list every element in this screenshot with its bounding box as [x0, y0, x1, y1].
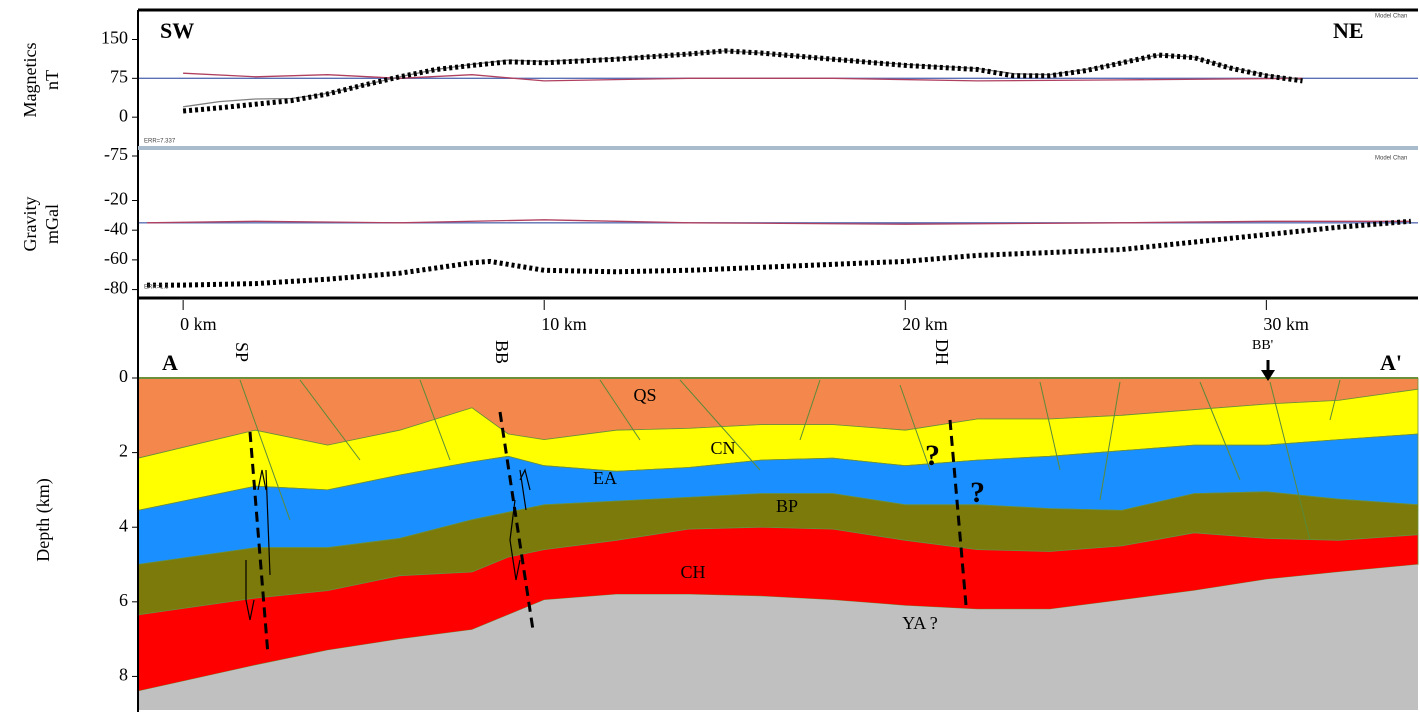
y-tick-label: 75: [110, 66, 128, 86]
y-tick-label: 8: [119, 665, 128, 685]
layer-label: CH: [680, 562, 705, 582]
layer-label: QS: [633, 385, 656, 405]
error-label: ERR=7.337: [144, 139, 176, 145]
y-tick-label: 0: [119, 366, 128, 386]
note: Model Chan: [1375, 14, 1407, 20]
well-label: DH: [932, 339, 952, 365]
x-tick-label: 0 km: [180, 314, 217, 334]
y-axis-label: Magnetics: [20, 43, 40, 118]
layer-label: EA: [593, 468, 617, 488]
y-tick-label: 2: [119, 441, 128, 461]
well-label: SP: [232, 342, 252, 362]
y-axis-label: Gravity: [20, 197, 40, 252]
note: Model Chan: [1375, 156, 1407, 162]
y-tick-label: -20: [104, 189, 128, 209]
y-tick-label: 6: [119, 590, 128, 610]
profile-line: [183, 73, 1302, 81]
layer-label: BP: [776, 496, 798, 516]
end-label: A': [1380, 350, 1402, 375]
y-axis-label: mGal: [42, 204, 62, 244]
direction-label: NE: [1333, 18, 1364, 43]
y-axis-label: Depth (km): [33, 478, 54, 561]
layer-label: YA ?: [902, 613, 938, 633]
y-tick-label: 4: [119, 515, 128, 535]
figure: SW NE Model Chan Model Chan ERR=7.337 ER…: [0, 0, 1420, 712]
y-tick-label: -40: [104, 218, 128, 238]
direction-label: SW: [160, 18, 194, 43]
error-label: ERR=1.3: [144, 285, 169, 291]
x-tick-label: 10 km: [541, 314, 587, 334]
y-tick-label: 150: [101, 28, 128, 48]
x-tick-label: 30 km: [1263, 314, 1309, 334]
y-tick-label: 0: [119, 105, 128, 125]
well-label: BB': [1252, 338, 1273, 353]
question-mark: ?: [925, 439, 940, 472]
well-label: BB: [492, 340, 512, 364]
profile-line: [147, 221, 1411, 285]
y-tick-label: -60: [104, 248, 128, 268]
x-tick-label: 20 km: [902, 314, 948, 334]
page: SW NE Model Chan Model Chan ERR=7.337 ER…: [0, 0, 1420, 712]
question-mark: ?: [970, 476, 985, 509]
y-tick-label: -75: [104, 144, 128, 164]
layer-label: CN: [710, 438, 735, 458]
profile-line: [147, 220, 1411, 224]
y-tick-label: -80: [104, 278, 128, 298]
y-axis-label: nT: [42, 70, 62, 90]
profile-lines: [138, 51, 1418, 285]
section-layers: [138, 378, 1418, 710]
end-label: A: [162, 350, 178, 375]
